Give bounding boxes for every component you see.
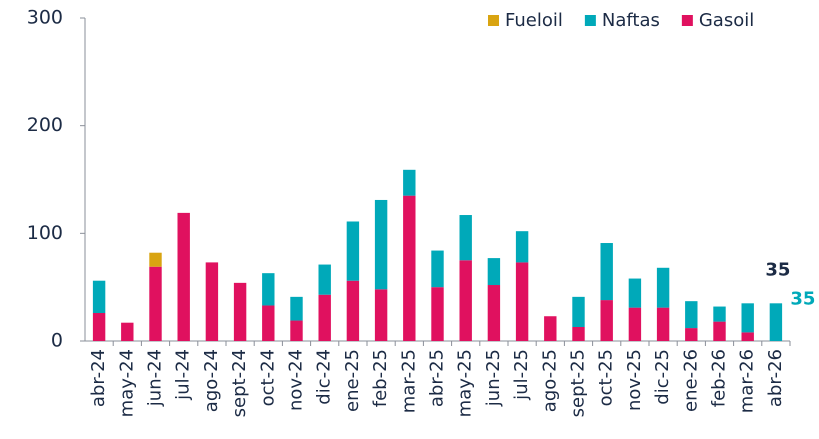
annotation: 35 bbox=[765, 259, 790, 280]
bar-segment bbox=[741, 332, 754, 341]
bar-segment bbox=[318, 264, 331, 295]
bar-segment bbox=[685, 328, 698, 341]
bar-segment bbox=[374, 199, 388, 290]
x-tick-label: sept-25 bbox=[568, 349, 589, 417]
bar-segment bbox=[713, 306, 726, 322]
bar-segment bbox=[233, 282, 247, 341]
y-tick-label: 0 bbox=[51, 330, 63, 352]
bar-segment bbox=[318, 294, 331, 341]
bar-segment bbox=[403, 169, 416, 196]
bar-segment bbox=[149, 266, 162, 341]
bar-segment bbox=[572, 327, 585, 341]
bar-segment bbox=[769, 303, 783, 341]
x-tick-label: nov-24 bbox=[286, 349, 307, 411]
bar-segment bbox=[346, 280, 360, 341]
x-tick-label: mar-26 bbox=[737, 349, 758, 413]
bar-segment bbox=[459, 260, 472, 341]
bar-segment bbox=[374, 289, 388, 341]
x-tick-label: ago-25 bbox=[539, 349, 560, 412]
bar-segment bbox=[487, 258, 501, 286]
legend-label: Fueloil bbox=[505, 10, 563, 31]
x-tick-label: jul-25 bbox=[511, 349, 532, 401]
bar-segment bbox=[459, 215, 472, 261]
x-tick-label: jun-24 bbox=[145, 349, 166, 407]
legend-label: Gasoil bbox=[699, 10, 754, 31]
bar-segment bbox=[628, 278, 642, 308]
x-tick-label: dic-24 bbox=[314, 349, 335, 405]
x-tick-label: oct-25 bbox=[596, 349, 617, 406]
x-tick-label: mar-25 bbox=[398, 349, 419, 413]
legend-swatch bbox=[681, 15, 693, 26]
bar-segment bbox=[656, 307, 670, 341]
x-tick-label: may-25 bbox=[455, 349, 476, 417]
bar-segment bbox=[628, 307, 642, 341]
bar-segment bbox=[572, 296, 585, 328]
x-tick-label: dic-25 bbox=[652, 349, 673, 405]
y-tick-label: 300 bbox=[27, 7, 63, 29]
bar-segment bbox=[685, 301, 698, 329]
x-tick-label: jul-24 bbox=[173, 349, 194, 401]
bar-segment bbox=[431, 250, 444, 288]
bar-segment bbox=[92, 313, 106, 341]
x-tick-label: nov-25 bbox=[624, 349, 645, 411]
bar-segment bbox=[290, 320, 303, 341]
bar-segment bbox=[741, 303, 754, 333]
bar-segment bbox=[713, 321, 726, 341]
legend-swatch bbox=[488, 15, 499, 26]
x-tick-label: jun-25 bbox=[483, 349, 504, 407]
x-tick-label: feb-26 bbox=[709, 349, 730, 407]
y-tick-label: 200 bbox=[27, 114, 63, 136]
x-tick-label: ago-24 bbox=[201, 349, 222, 412]
x-tick-label: may-24 bbox=[116, 349, 137, 417]
bar-segment bbox=[403, 195, 416, 341]
bar-segment bbox=[346, 221, 360, 281]
x-tick-label: feb-25 bbox=[370, 349, 391, 407]
x-tick-label: abr-26 bbox=[765, 349, 786, 407]
x-tick-label: sept-24 bbox=[229, 349, 250, 417]
bar-segment bbox=[121, 322, 134, 341]
bar-segment bbox=[262, 273, 275, 306]
bar-segment bbox=[177, 212, 190, 341]
bar-segment bbox=[262, 305, 275, 341]
bar-segment bbox=[515, 231, 529, 263]
bar-segment bbox=[515, 262, 529, 341]
bar-segment bbox=[149, 252, 162, 267]
bar-segment bbox=[544, 316, 557, 341]
bar-segment bbox=[205, 262, 219, 341]
bar-segment bbox=[600, 243, 613, 301]
bar-segment bbox=[656, 267, 670, 308]
bar-segment bbox=[92, 280, 106, 314]
legend-swatch bbox=[584, 15, 596, 26]
annotation: 35 bbox=[790, 288, 815, 309]
x-tick-label: oct-24 bbox=[257, 349, 278, 406]
bar-segment bbox=[600, 300, 613, 341]
y-tick-label: 100 bbox=[27, 222, 63, 244]
bar-segment bbox=[290, 296, 303, 321]
x-tick-label: abr-24 bbox=[88, 349, 109, 407]
legend-label: Naftas bbox=[602, 10, 660, 31]
bar-segment bbox=[431, 287, 444, 341]
x-tick-label: ene-26 bbox=[680, 349, 701, 412]
x-tick-label: abr-25 bbox=[427, 349, 448, 407]
x-tick-label: ene-25 bbox=[342, 349, 363, 412]
bar-segment bbox=[487, 285, 501, 341]
